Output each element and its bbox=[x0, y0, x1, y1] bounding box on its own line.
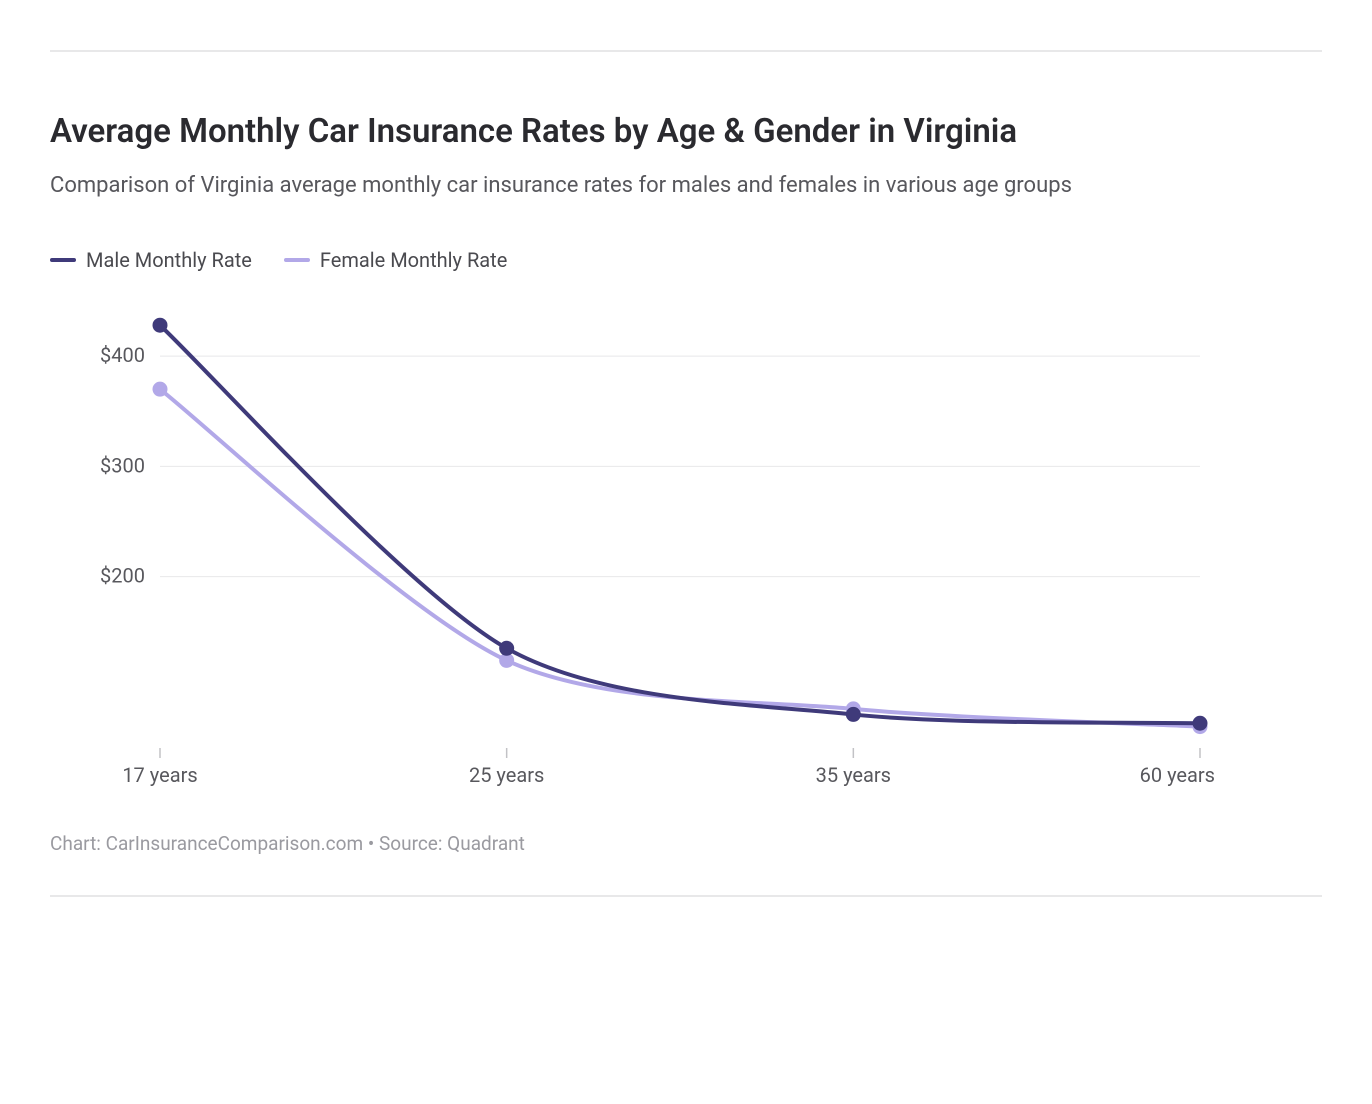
legend-label: Female Monthly Rate bbox=[320, 248, 507, 272]
legend-swatch bbox=[50, 258, 76, 262]
x-axis-label: 25 years bbox=[469, 763, 544, 787]
legend-swatch bbox=[284, 258, 310, 262]
data-point bbox=[153, 318, 168, 333]
chart-subtitle: Comparison of Virginia average monthly c… bbox=[50, 173, 1322, 198]
data-point bbox=[153, 382, 168, 397]
data-point bbox=[846, 707, 861, 722]
series-line bbox=[160, 389, 1200, 726]
legend-item: Male Monthly Rate bbox=[50, 248, 252, 272]
x-axis-label: 60 years bbox=[1140, 763, 1215, 787]
credits-source: Source: Quadrant bbox=[379, 832, 525, 855]
chart-title: Average Monthly Car Insurance Rates by A… bbox=[50, 112, 1322, 151]
y-axis-label: $300 bbox=[100, 453, 145, 477]
chart-credits: Chart: CarInsuranceComparison.com • Sour… bbox=[50, 832, 1322, 855]
credits-separator: • bbox=[368, 832, 374, 855]
divider-top bbox=[50, 50, 1322, 52]
data-point bbox=[499, 641, 514, 656]
divider-bottom bbox=[50, 895, 1322, 897]
x-axis-label: 17 years bbox=[122, 763, 197, 787]
data-point bbox=[1193, 716, 1208, 731]
y-axis-label: $200 bbox=[100, 564, 145, 588]
credits-chart: Chart: CarInsuranceComparison.com bbox=[50, 832, 363, 855]
x-axis-label: 35 years bbox=[816, 763, 891, 787]
y-axis-label: $400 bbox=[100, 343, 145, 367]
legend-item: Female Monthly Rate bbox=[284, 248, 507, 272]
legend: Male Monthly Rate Female Monthly Rate bbox=[50, 248, 1322, 272]
legend-label: Male Monthly Rate bbox=[86, 248, 252, 272]
chart-plot: $200 $300 $400 17 years 25 years 35 years 60 y… bbox=[50, 302, 1322, 802]
